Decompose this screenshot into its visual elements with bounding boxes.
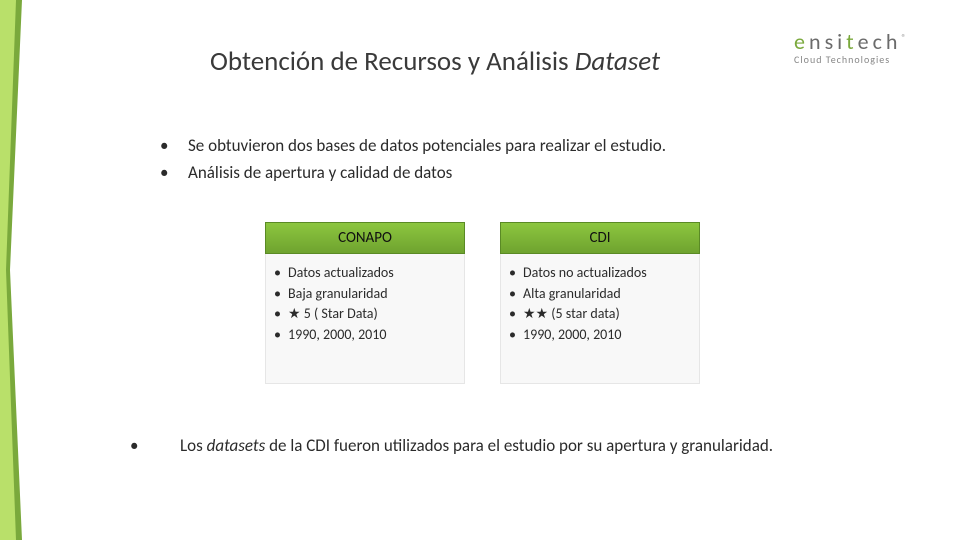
list-item: •★ 5 ( Star Data) [274,305,456,323]
bullet-icon: • [274,285,288,303]
bullet-icon: • [274,305,288,323]
column-conapo: CONAPO •Datos actualizados •Baja granula… [265,222,465,384]
item-text: Datos actualizados [288,264,394,282]
list-item: •Datos actualizados [274,264,456,282]
bullet-icon: • [509,264,523,282]
footer-bullet: • Los datasets de la CDI fueron utilizad… [130,435,870,456]
column-body: •Datos no actualizados •Alta granularida… [500,254,700,384]
item-text: 1990, 2000, 2010 [288,326,386,344]
list-item: •Datos no actualizados [509,264,691,282]
footer-pre: Los [180,435,207,456]
footer-post: de la CDI fueron utilizados para el estu… [265,435,773,456]
company-logo: ensitech® Cloud Technologies [794,28,910,66]
list-item: •Baja granularidad [274,285,456,303]
bullet-icon: • [274,326,288,344]
intro-item: • Se obtuvieron dos bases de datos poten… [160,135,666,156]
intro-text: Se obtuvieron dos bases de datos potenci… [188,135,666,156]
intro-text: Análisis de apertura y calidad de datos [188,162,452,183]
list-item: •1990, 2000, 2010 [509,326,691,344]
logo-text: ensitech® [794,28,910,55]
item-text: ★★ (5 star data) [523,305,620,323]
comparison-table: CONAPO •Datos actualizados •Baja granula… [265,222,700,384]
bullet-icon: • [509,305,523,323]
footer-text: Los datasets de la CDI fueron utilizados… [180,435,773,456]
list-item: •★★ (5 star data) [509,305,691,323]
item-text: Datos no actualizados [523,264,647,282]
column-cdi: CDI •Datos no actualizados •Alta granula… [500,222,700,384]
item-text: ★ 5 ( Star Data) [288,305,378,323]
column-header: CONAPO [265,222,465,254]
footer-italic: datasets [207,435,266,456]
item-text: 1990, 2000, 2010 [523,326,621,344]
column-header: CDI [500,222,700,254]
intro-bullet-list: • Se obtuvieron dos bases de datos poten… [160,135,666,189]
bullet-icon: • [509,285,523,303]
list-item: •1990, 2000, 2010 [274,326,456,344]
item-text: Baja granularidad [288,285,388,303]
bullet-icon: • [509,326,523,344]
slide-title: Obtención de Recursos y Análisis Dataset [210,45,660,78]
column-body: •Datos actualizados •Baja granularidad •… [265,254,465,384]
left-accent-decoration [0,0,30,540]
title-main: Obtención de Recursos y Análisis [210,45,575,78]
title-italic: Dataset [575,45,660,78]
list-item: •Alta granularidad [509,285,691,303]
bullet-icon: • [160,162,188,183]
bullet-icon: • [160,135,188,156]
item-text: Alta granularidad [523,285,621,303]
intro-item: • Análisis de apertura y calidad de dato… [160,162,666,183]
bullet-icon: • [130,435,180,456]
bullet-icon: • [274,264,288,282]
